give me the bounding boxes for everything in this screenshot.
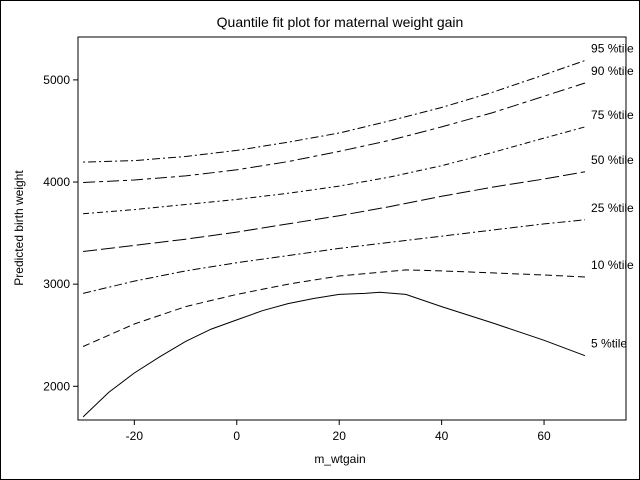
series-line-5 [82, 269, 586, 347]
x-tick-label: 20 [333, 429, 347, 443]
x-tick-label: 60 [537, 429, 551, 443]
series-label-4: 25 %tile [591, 201, 634, 215]
series-label-3: 50 %tile [591, 153, 634, 167]
x-tick-label: -20 [126, 429, 144, 443]
series-label-0: 95 %tile [591, 41, 634, 55]
plot-area [77, 36, 627, 421]
y-tick-label: 5000 [43, 73, 70, 87]
series-line-4 [82, 219, 586, 294]
series-label-5: 10 %tile [591, 258, 634, 272]
series-label-2: 75 %tile [591, 108, 634, 122]
x-axis-label: m_wtgain [314, 452, 365, 466]
series-labels: 95 %tile 90 %tile 75 %tile 50 %tile 25 %tile… [591, 41, 634, 350]
y-tick-label: 3000 [43, 277, 70, 291]
series-layer [82, 60, 586, 418]
chart-title: Quantile fit plot for maternal weight ga… [217, 14, 464, 30]
x-axis: -20 0 20 40 60 [126, 420, 551, 443]
series-line-2 [83, 126, 586, 215]
series-line-6 [82, 291, 586, 418]
series-line-0 [83, 60, 586, 163]
series-line-1 [83, 82, 586, 183]
y-tick-label: 4000 [43, 175, 70, 189]
y-axis-label: Predicted birth weight [12, 170, 26, 286]
x-tick-label: 0 [233, 429, 240, 443]
series-label-6: 5 %tile [591, 337, 627, 351]
x-tick-label: 40 [435, 429, 449, 443]
series-label-1: 90 %tile [591, 64, 634, 78]
series-line-3 [83, 171, 586, 252]
y-tick-label: 2000 [43, 379, 70, 393]
y-axis: 2000 3000 4000 5000 [43, 73, 78, 393]
